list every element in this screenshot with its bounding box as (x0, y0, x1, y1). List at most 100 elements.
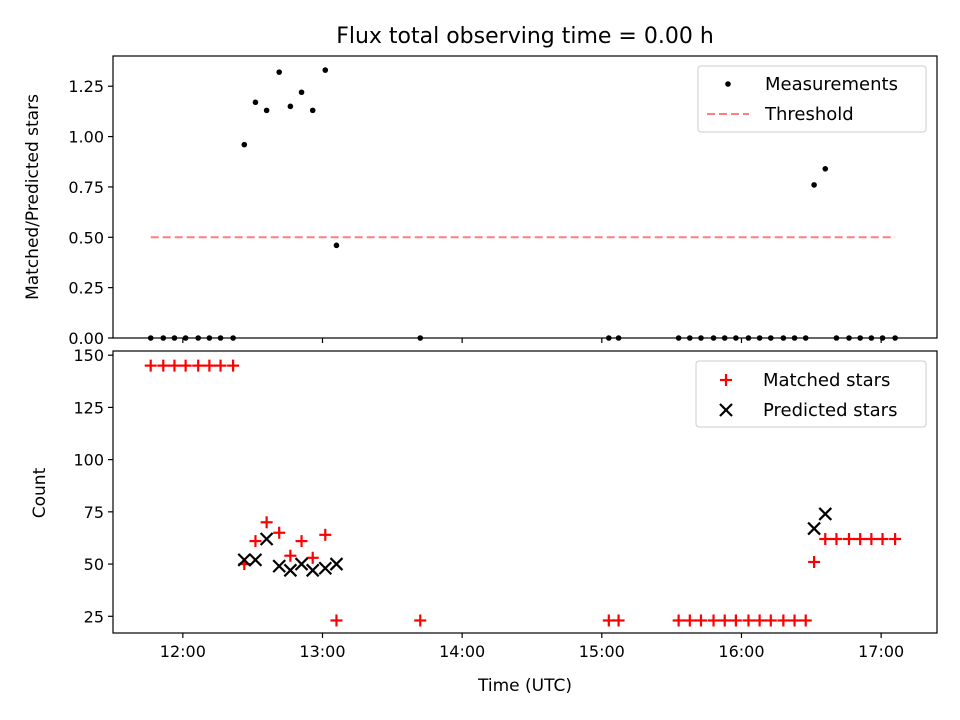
legend-marker-matched-stars (720, 374, 732, 386)
data-point-measurements (263, 107, 270, 114)
data-point-matched-stars (157, 359, 170, 372)
bottom-x-axis-label: Time (UTC) (477, 676, 572, 696)
bottom-plot-frame (112, 350, 938, 634)
data-point-matched-stars (284, 549, 297, 562)
figure-title: Flux total observing time = 0.00 h (336, 24, 714, 49)
data-point-matched-stars (179, 359, 192, 372)
bottom-y-tick-label: 150 (73, 346, 104, 365)
bottom-x-tick-label: 14:00 (439, 642, 485, 661)
data-point-matched-stars (742, 614, 755, 627)
top-plot-frame (112, 55, 938, 339)
legend-label-predicted-stars: Predicted stars (763, 400, 897, 421)
bottom-y-tick-label: 50 (84, 555, 104, 574)
data-point-measurements (298, 89, 305, 96)
legend-label-matched-stars: Matched stars (763, 370, 890, 391)
data-point-matched-stars (203, 359, 216, 372)
bottom-y-axis: 25 50 75 100 125 150 (73, 346, 113, 626)
bottom-y-axis-label: Count (30, 467, 50, 518)
data-point-matched-stars (843, 533, 856, 545)
data-point-measurements (322, 67, 329, 73)
bottom-y-tick-label: 25 (84, 607, 104, 626)
top-legend-box (697, 65, 927, 133)
bottom-x-tick-label: 13:00 (299, 642, 345, 661)
data-point-matched-stars (214, 359, 227, 372)
data-point-matched-stars (764, 614, 777, 627)
data-point-measurements (309, 107, 316, 114)
legend-marker-measurements (725, 81, 731, 87)
bottom-legend: Matched stars Predicted stars (695, 360, 927, 428)
bottom-x-axis: 12:00 13:00 14:00 15:00 16:00 17:00 (160, 633, 904, 661)
data-point-matched-stars (612, 614, 625, 627)
data-point-measurements (252, 99, 259, 106)
data-point-predicted-stars (259, 532, 274, 546)
data-point-matched-stars (414, 614, 427, 627)
bottom-y-tick-label: 75 (84, 503, 104, 522)
data-point-matched-stars (249, 535, 262, 548)
top-y-axis-label: Matched/Predicted stars (23, 94, 43, 300)
bottom-y-tick-label: 100 (73, 451, 104, 470)
data-point-matched-stars (694, 614, 707, 627)
data-point-matched-stars (319, 528, 332, 541)
data-point-matched-stars (672, 614, 685, 627)
bottom-panel: 25 50 75 100 125 150 12:00 13:00 14:00 15:00 16:0… (30, 346, 938, 696)
data-point-predicted-stars (283, 563, 298, 578)
data-point-matched-stars (718, 614, 731, 627)
top-legend: Measurements Threshold (697, 65, 927, 133)
data-point-predicted-stars (272, 559, 286, 573)
data-point-matched-stars (808, 555, 821, 568)
data-point-matched-stars (830, 533, 843, 545)
data-point-predicted-stars (305, 563, 320, 578)
data-point-matched-stars (753, 614, 766, 627)
top-y-tick-label: 1.25 (68, 77, 104, 96)
data-point-matched-stars (854, 533, 867, 545)
data-point-measurements (811, 182, 817, 188)
data-point-matched-stars (273, 526, 286, 539)
legend-label-threshold: Threshold (764, 104, 854, 125)
bottom-y-tick-label: 125 (73, 398, 104, 417)
data-point-matched-stars (819, 533, 832, 545)
data-point-predicted-stars (248, 553, 263, 567)
data-point-measurements (333, 242, 340, 249)
data-point-matched-stars (683, 614, 696, 627)
data-point-predicted-stars (318, 561, 333, 576)
top-y-tick-label: 0.75 (68, 178, 104, 197)
top-y-axis: 0.00 0.25 0.50 0.75 1.00 1.25 (68, 77, 113, 348)
data-point-predicted-stars (807, 521, 821, 536)
data-point-predicted-stars (294, 557, 309, 571)
data-point-measurements (276, 69, 282, 75)
legend-label-measurements: Measurements (765, 74, 898, 95)
data-point-measurements (241, 141, 248, 148)
data-point-matched-stars (227, 359, 240, 372)
data-point-matched-stars (788, 614, 801, 627)
top-y-tick-label: 0.25 (68, 279, 104, 298)
data-point-matched-stars (295, 535, 308, 548)
data-point-matched-stars (168, 359, 181, 372)
data-point-matched-stars (707, 614, 720, 627)
top-y-tick-label: 0.50 (68, 228, 104, 247)
data-point-matched-stars (306, 551, 319, 564)
bottom-x-tick-label: 16:00 (718, 642, 764, 661)
data-point-matched-stars (330, 614, 343, 627)
bottom-legend-box (695, 360, 927, 428)
data-point-matched-stars (799, 614, 812, 627)
data-point-measurements (287, 103, 294, 110)
data-point-matched-stars (889, 533, 902, 545)
bottom-x-tick-label: 15:00 (579, 642, 625, 661)
data-point-predicted-stars (329, 557, 344, 571)
top-y-tick-label: 0.00 (68, 329, 104, 348)
data-point-matched-stars (865, 533, 878, 545)
data-point-matched-stars (876, 533, 889, 545)
bottom-x-tick-label: 12:00 (160, 642, 206, 661)
data-point-predicted-stars (237, 553, 252, 567)
data-point-matched-stars (192, 359, 205, 372)
data-point-predicted-stars (818, 507, 833, 521)
data-point-measurements (822, 166, 829, 172)
bottom-x-tick-label: 17:00 (858, 642, 904, 661)
top-panel: 0.00 0.25 0.50 0.75 1.00 1.25 Matched/Predict… (23, 55, 938, 348)
data-point-matched-stars (144, 359, 157, 372)
legend-marker-predicted-stars (719, 403, 733, 417)
data-point-matched-stars (260, 516, 273, 529)
top-y-tick-label: 1.00 (68, 128, 104, 147)
data-point-matched-stars (777, 614, 790, 627)
